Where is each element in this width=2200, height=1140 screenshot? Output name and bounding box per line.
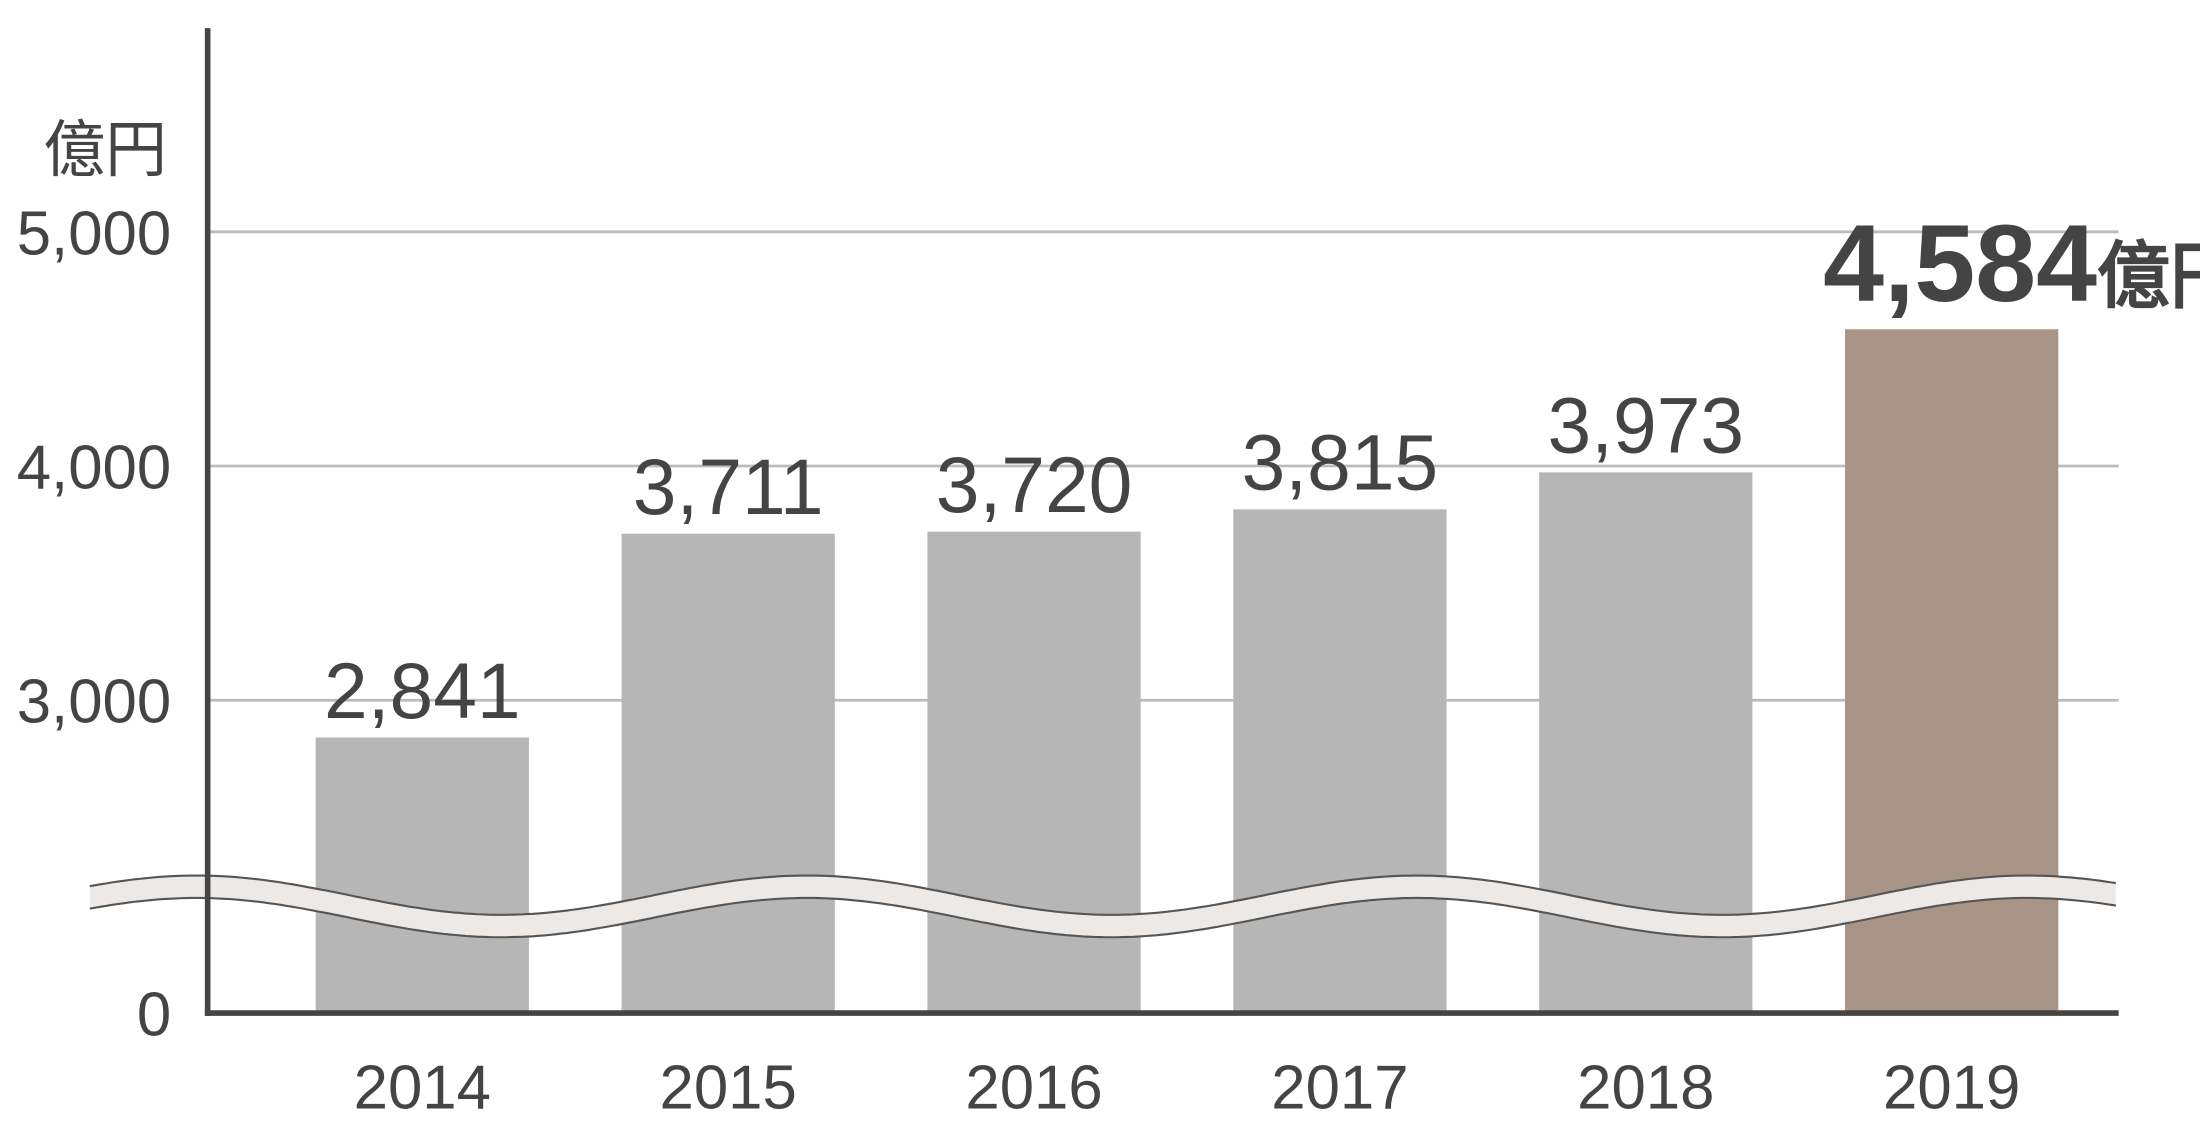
y-tick-label: 0	[137, 980, 171, 1049]
x-tick-label: 2015	[660, 1053, 797, 1122]
y-tick-label: 5,000	[17, 199, 171, 268]
value-label: 3,973	[1547, 382, 1744, 470]
y-tick-label: 3,000	[17, 668, 171, 737]
x-tick-label: 2019	[1883, 1053, 2020, 1122]
value-label: 4,584億円	[1823, 203, 2200, 325]
x-tick-label: 2016	[965, 1053, 1102, 1122]
x-tick-label: 2014	[354, 1053, 491, 1122]
x-tick-label: 2018	[1577, 1053, 1714, 1122]
y-tick-label: 4,000	[17, 433, 171, 502]
axis-break-edge	[89, 874, 2116, 916]
y-unit: 億円	[44, 116, 167, 185]
value-label: 3,720	[936, 441, 1133, 529]
value-label: 2,841	[324, 647, 521, 735]
value-label: 3,815	[1242, 419, 1439, 507]
value-unit: 億円	[2097, 236, 2200, 317]
x-tick-label: 2017	[1271, 1053, 1408, 1122]
bar	[927, 531, 1141, 1014]
value-number: 4,584	[1823, 203, 2097, 325]
value-label: 3,711	[633, 443, 824, 531]
bar	[621, 533, 835, 1014]
axis-break	[89, 875, 2116, 938]
axis-break-edge	[89, 896, 2116, 939]
bar	[1233, 509, 1447, 1014]
bar	[315, 737, 529, 1014]
